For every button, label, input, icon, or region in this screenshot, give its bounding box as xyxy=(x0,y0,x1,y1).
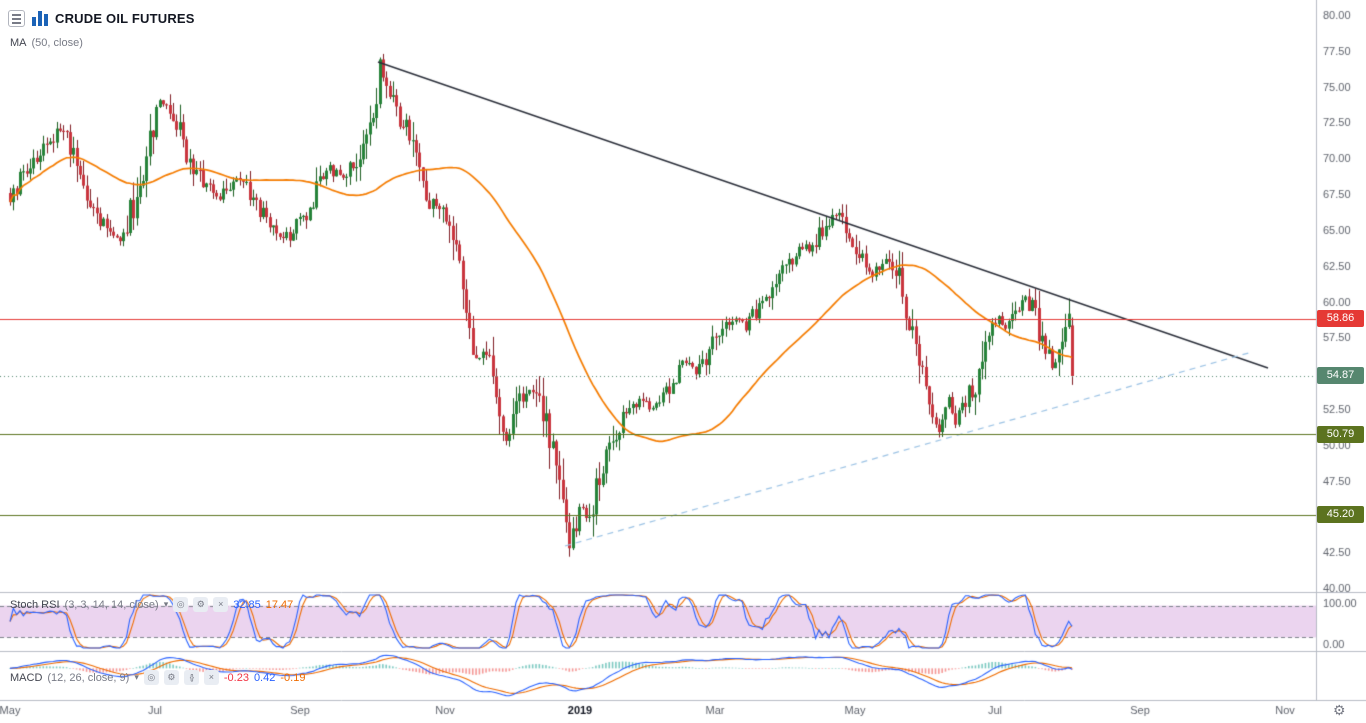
symbol-title[interactable]: CRUDE OIL FUTURES xyxy=(55,11,195,26)
stoch-k-value: 32.85 xyxy=(233,598,261,611)
macd-signal-value: -0.19 xyxy=(280,671,306,684)
settings-icon[interactable]: ⚙ xyxy=(163,670,179,685)
stoch-d-value: 17.47 xyxy=(265,598,294,611)
stoch-rsi-legend[interactable]: Stoch RSI (3, 3, 14, 14, close) ▾ ◎ ⚙ × … xyxy=(10,597,293,612)
chevron-down-icon[interactable]: ▾ xyxy=(134,672,139,682)
macd-legend[interactable]: MACD (12, 26, close, 9) ▾ ◎ ⚙ {} × -0.23… xyxy=(10,670,305,685)
eye-icon[interactable]: ◎ xyxy=(173,597,189,612)
macd-line-value: 0.42 xyxy=(253,671,276,684)
delete-icon[interactable]: × xyxy=(203,670,219,685)
last-price-badge: 54.87 xyxy=(1317,367,1364,385)
symbol-legend: CRUDE OIL FUTURES xyxy=(8,10,195,27)
ma-indicator-legend[interactable]: MA (50, close) xyxy=(10,37,83,49)
ma-params: (50, close) xyxy=(31,37,83,49)
eye-icon[interactable]: ◎ xyxy=(143,670,159,685)
price-line-badge[interactable]: 50.79 xyxy=(1317,425,1364,443)
symbol-logo-icon xyxy=(32,11,48,26)
macd-label: MACD xyxy=(10,671,43,684)
settings-icon[interactable]: ⚙ xyxy=(193,597,209,612)
chevron-down-icon[interactable]: ▾ xyxy=(163,599,169,609)
stoch-rsi-params: (3, 3, 14, 14, close) xyxy=(64,598,159,611)
menu-icon[interactable] xyxy=(8,10,25,27)
stoch-rsi-label: Stoch RSI xyxy=(10,598,60,611)
price-line-badge[interactable]: 58.86 xyxy=(1317,310,1364,328)
macd-params: (12, 26, close, 9) xyxy=(47,671,130,684)
source-code-icon[interactable]: {} xyxy=(183,670,199,685)
ma-label: MA xyxy=(10,37,27,49)
axis-settings-gear-icon[interactable]: ⚙ xyxy=(1333,702,1346,718)
price-line-badge[interactable]: 45.20 xyxy=(1317,506,1364,523)
delete-icon[interactable]: × xyxy=(213,597,229,612)
macd-hist-value: -0.23 xyxy=(223,671,249,684)
